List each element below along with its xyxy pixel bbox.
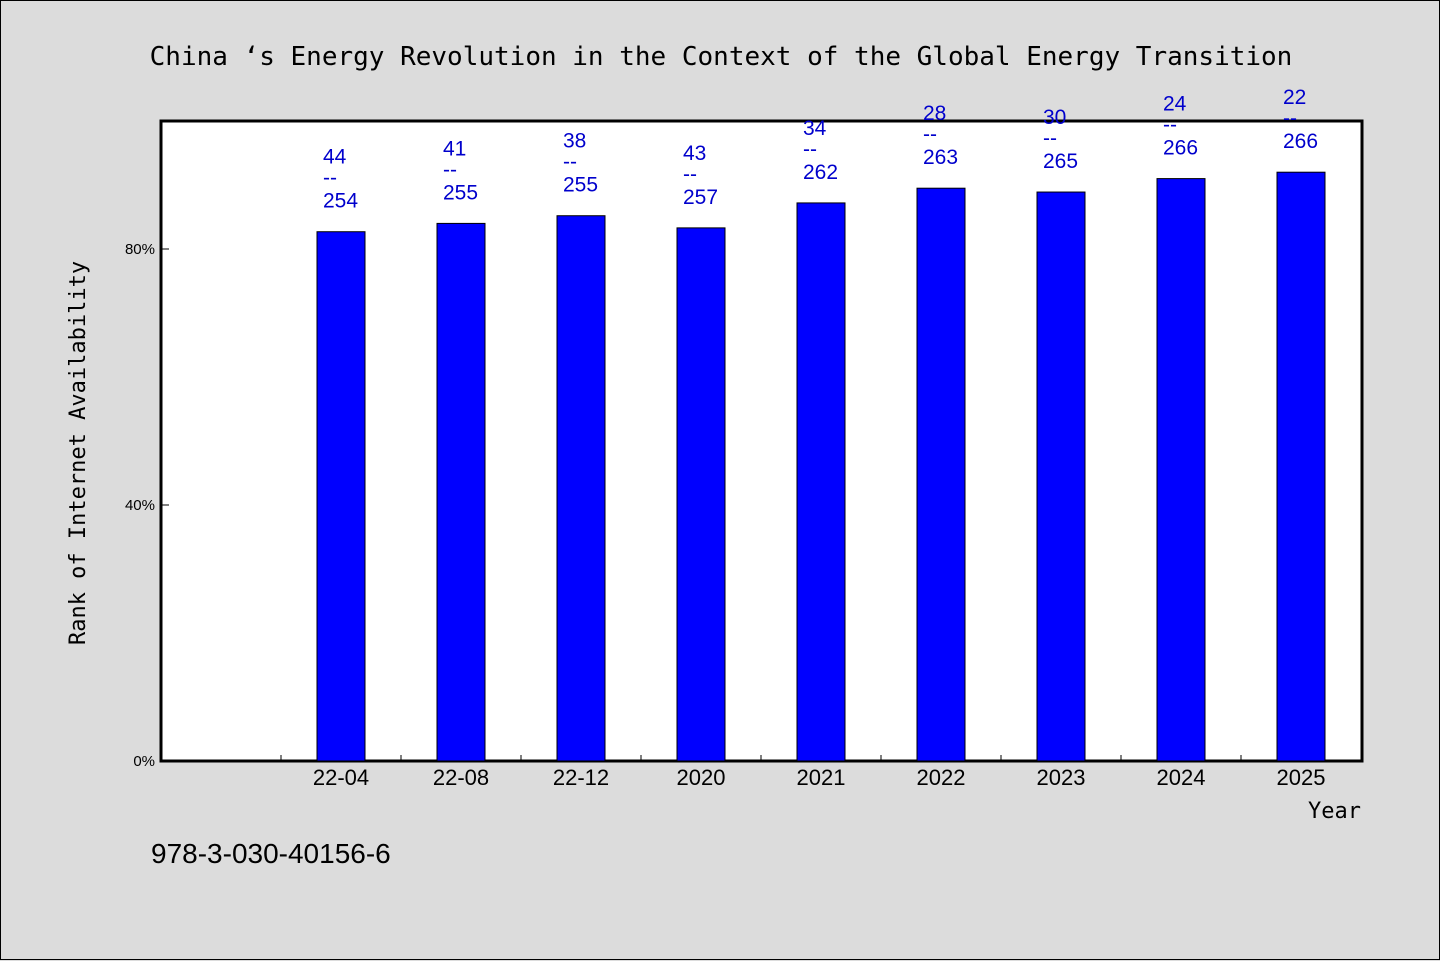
chart-title: China ‘s Energy Revolution in the Contex… xyxy=(150,42,1293,72)
x-tick-label: 2023 xyxy=(1037,765,1086,790)
data-label-sep: -- xyxy=(1043,127,1057,150)
data-label-sep: -- xyxy=(443,158,457,181)
data-label-bottom: 254 xyxy=(323,190,358,213)
data-label-bottom: 263 xyxy=(923,146,958,169)
data-label-sep: -- xyxy=(923,123,937,146)
data-label-top: 30 xyxy=(1043,106,1066,129)
data-label-bottom: 265 xyxy=(1043,150,1078,173)
data-label-top: 24 xyxy=(1163,93,1187,116)
data-label-top: 38 xyxy=(563,130,586,153)
y-tick-label: 0% xyxy=(133,753,155,770)
data-label-sep: -- xyxy=(1283,107,1297,130)
bar-22-12 xyxy=(556,215,606,762)
bar-22-04 xyxy=(316,231,366,762)
data-label-top: 41 xyxy=(443,137,466,160)
bar-22-08 xyxy=(436,222,486,762)
x-tick-label: 2021 xyxy=(797,765,846,790)
data-label-sep: -- xyxy=(683,163,697,186)
data-label-sep: -- xyxy=(323,167,337,190)
data-label-sep: -- xyxy=(563,151,577,174)
x-tick-label: 22-08 xyxy=(433,765,489,790)
x-axis-label: Year xyxy=(1308,799,1361,824)
bar-2025 xyxy=(1276,171,1326,762)
data-label-bottom: 266 xyxy=(1163,137,1198,160)
data-labels-group: 44--25441--25538--25543--25734--26228--2… xyxy=(323,86,1318,213)
bar-2023 xyxy=(1036,191,1086,762)
isbn-footer: 978-3-030-40156-6 xyxy=(151,838,391,869)
data-label-bottom: 255 xyxy=(443,181,478,204)
data-label-bottom: 257 xyxy=(683,186,718,209)
bars-group xyxy=(316,171,1326,762)
data-label-top: 43 xyxy=(683,142,706,165)
data-label-top: 44 xyxy=(323,146,347,169)
x-tick-label: 2020 xyxy=(677,765,726,790)
x-ticks-group: 22-04 22-08 22-12 2020 2021 2022 2023 2024 2025 xyxy=(280,755,1362,790)
x-tick-label: 22-12 xyxy=(553,765,609,790)
bar-2021 xyxy=(796,202,846,762)
x-tick-label: 22-04 xyxy=(313,765,369,790)
data-label-sep: -- xyxy=(1163,114,1177,137)
y-ticks-group: 0% 40% 80% xyxy=(125,241,169,770)
data-label-bottom: 262 xyxy=(803,161,838,184)
data-label-top: 22 xyxy=(1283,86,1306,109)
data-label-sep: -- xyxy=(803,138,817,161)
data-label-bottom: 266 xyxy=(1283,130,1318,153)
x-tick-label: 2025 xyxy=(1277,765,1326,790)
y-tick-label: 80% xyxy=(125,241,155,258)
data-label-bottom: 255 xyxy=(563,174,598,197)
bar-2020 xyxy=(676,227,726,762)
x-tick-label: 2024 xyxy=(1157,765,1206,790)
y-axis-label: Rank of Internet Availability xyxy=(66,261,91,645)
x-tick-label: 2022 xyxy=(917,765,966,790)
data-label-top: 28 xyxy=(923,102,946,125)
y-tick-label: 40% xyxy=(125,497,155,514)
bar-2022 xyxy=(916,187,966,762)
bar-2024 xyxy=(1156,178,1206,762)
data-label-top: 34 xyxy=(803,117,827,140)
